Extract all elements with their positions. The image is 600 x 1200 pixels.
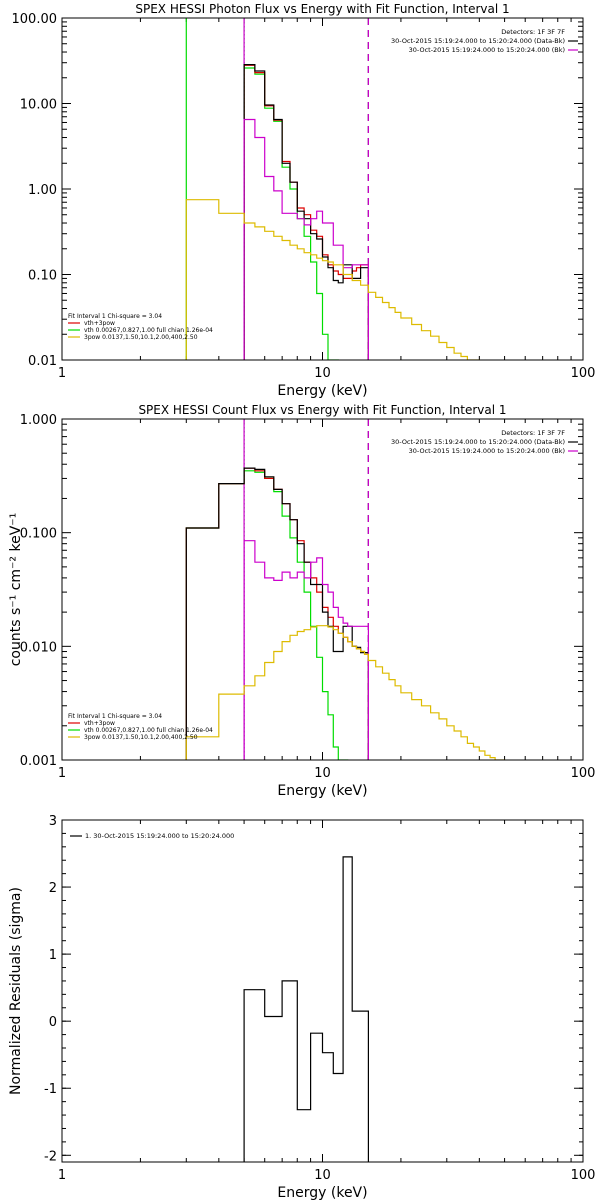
y-tick-label: 0.001 (20, 754, 57, 769)
legend-entry: Detectors: 1F 3F 7F (501, 28, 565, 36)
y-tick-label: 0.100 (20, 527, 57, 542)
panel-2: SPEX HESSI Count Flux vs Energy with Fit… (8, 403, 595, 799)
x-ticks: 1 10 100 (58, 419, 596, 781)
legend-entry: Fit Interval 1 Chi-square = 3.04 (68, 713, 162, 720)
legend-entry: vth+3pow (84, 320, 115, 327)
y-tick-label: -1 (44, 1082, 57, 1097)
x-tick-label: 10 (314, 766, 331, 781)
x-ticks: 1 10 100 (58, 18, 596, 381)
y-tick-label: 0.10 (28, 269, 57, 284)
x-tick-label: 1 (58, 1168, 66, 1183)
legend-entry: 30-Oct-2015 15:19:24.000 to 15:20:24.000… (391, 37, 565, 45)
y-tick-label: 1 (49, 948, 57, 963)
x-tick-label: 10 (314, 366, 331, 381)
y-tick-label: 0.01 (28, 354, 57, 369)
legend-entry: 3pow 0.0137,1.50,10.1,2.00,400,2.50 (84, 734, 198, 741)
series-1-30-oct-2015-15-19-24-000-to-15-20-24-000 (243, 856, 369, 1162)
plot-area (185, 419, 506, 760)
series-data-bk (185, 467, 369, 760)
y-tick-label: 1.00 (28, 183, 57, 198)
chart-title: SPEX HESSI Photon Flux vs Energy with Fi… (135, 2, 509, 16)
series-vth (243, 67, 339, 360)
legend-entry: 30-Oct-2015 15:19:24.000 to 15:20:24.000… (409, 447, 565, 455)
y-tick-label: 10.00 (20, 98, 57, 113)
series-data-bk (243, 63, 369, 360)
legend-entry: vth 0.00267,0.827,1.00 full chian 1.26e-… (84, 727, 213, 734)
y-tick-label: 1.000 (20, 413, 57, 428)
plot-frame (61, 819, 584, 1163)
legend-entry: 3pow 0.0137,1.50,10.1,2.00,400,2.50 (84, 334, 198, 341)
x-tick-label: 10 (314, 1168, 331, 1183)
y-ticks: 0.001 0.010 0.100 1.000 (20, 413, 583, 769)
panel-3: 1 10 100 -2 -1 0 1 2 3 Energy (keV) Normalized Res… (8, 814, 595, 1200)
plot-area (185, 18, 480, 360)
series-bk (243, 118, 369, 360)
panel-1: SPEX HESSI Photon Flux vs Energy with Fi… (12, 2, 596, 399)
plot-frame (61, 418, 584, 761)
x-axis-label: Energy (keV) (277, 783, 367, 799)
series-vth-3pow (185, 467, 369, 760)
x-ticks: 1 10 100 (58, 820, 596, 1183)
y-tick-label: -2 (44, 1149, 57, 1164)
plot-area (243, 856, 369, 1162)
legend-entry: Detectors: 1F 3F 7F (501, 429, 565, 437)
legend-entry: 30-Oct-2015 15:19:24.000 to 15:20:24.000… (391, 438, 565, 446)
x-axis-label: Energy (keV) (277, 1185, 367, 1200)
y-axis-label: counts s⁻¹ cm⁻² keV⁻¹ (8, 513, 24, 667)
legend-entry: 30-Oct-2015 15:19:24.000 to 15:20:24.000… (409, 46, 565, 54)
legend-entry: 1. 30-Oct-2015 15:19:24.000 to 15:20:24.… (85, 832, 234, 840)
x-tick-label: 100 (571, 1168, 596, 1183)
legend-entry: vth 0.00267,0.827,1.00 full chian 1.26e-… (84, 327, 213, 334)
legend-entry: vth+3pow (84, 720, 115, 727)
y-axis-label: Normalized Residuals (sigma) (8, 887, 24, 1095)
y-ticks: -2 -1 0 1 2 3 (44, 814, 583, 1164)
chart-title: SPEX HESSI Count Flux vs Energy with Fit… (138, 403, 506, 417)
series-3pow (185, 625, 506, 760)
x-tick-label: 1 (58, 366, 66, 381)
series-vth-3pow (243, 64, 369, 360)
legend-bottom-left: Fit Interval 1 Chi-square = 3.04vth+3pow… (68, 313, 213, 341)
series-3pow (185, 199, 480, 360)
x-tick-label: 1 (58, 766, 66, 781)
x-tick-label: 100 (571, 366, 596, 381)
legend-top-left: 1. 30-Oct-2015 15:19:24.000 to 15:20:24.… (70, 832, 234, 840)
y-tick-label: 3 (49, 814, 57, 829)
x-tick-label: 100 (571, 766, 596, 781)
series-vth (185, 470, 349, 760)
series-bk (243, 540, 369, 760)
y-tick-label: 100.00 (12, 12, 58, 27)
legend-entry: Fit Interval 1 Chi-square = 3.04 (68, 313, 162, 320)
y-tick-label: 2 (49, 881, 57, 896)
plot-frame (61, 17, 584, 361)
y-tick-label: 0.010 (20, 640, 57, 655)
y-tick-label: 0 (49, 1015, 57, 1030)
x-axis-label: Energy (keV) (277, 383, 367, 399)
legend-bottom-left: Fit Interval 1 Chi-square = 3.04vth+3pow… (68, 713, 213, 741)
